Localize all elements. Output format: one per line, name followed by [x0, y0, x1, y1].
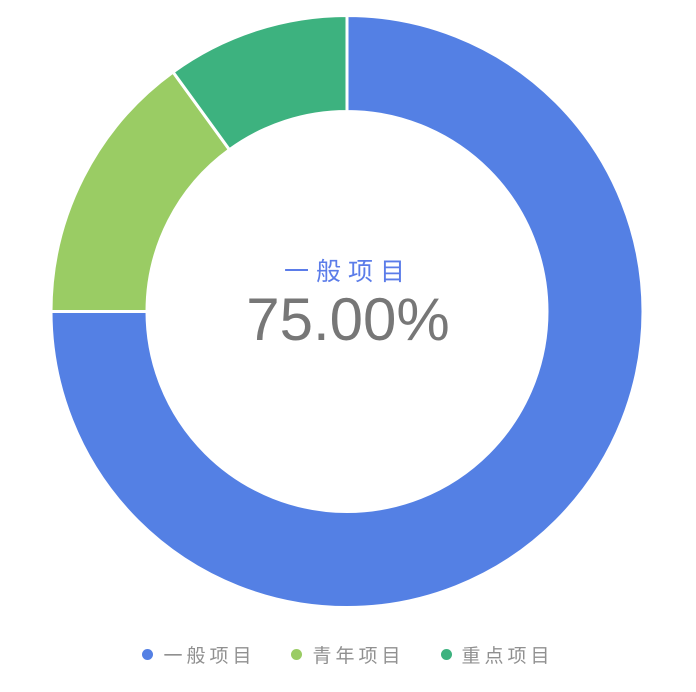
legend-item-general-project[interactable]: 一般项目: [142, 641, 255, 668]
legend-label-key-project: 重点项目: [461, 645, 554, 667]
legend-marker-key-project: [440, 648, 452, 660]
donut-slice-key-project[interactable]: [171, 14, 349, 152]
legend-item-key-project[interactable]: 重点项目: [440, 641, 554, 668]
legend-marker-general-project: [142, 648, 154, 660]
legend-label-general-project: 一般项目: [163, 645, 256, 667]
donut-slice-general-project[interactable]: [49, 14, 645, 609]
legend-label-youth-project: 青年项目: [312, 645, 405, 667]
legend-marker-youth-project: [291, 648, 303, 660]
chart-legend: 一般项目 青年项目 重点项目: [0, 640, 696, 668]
legend-item-youth-project[interactable]: 青年项目: [291, 641, 404, 668]
